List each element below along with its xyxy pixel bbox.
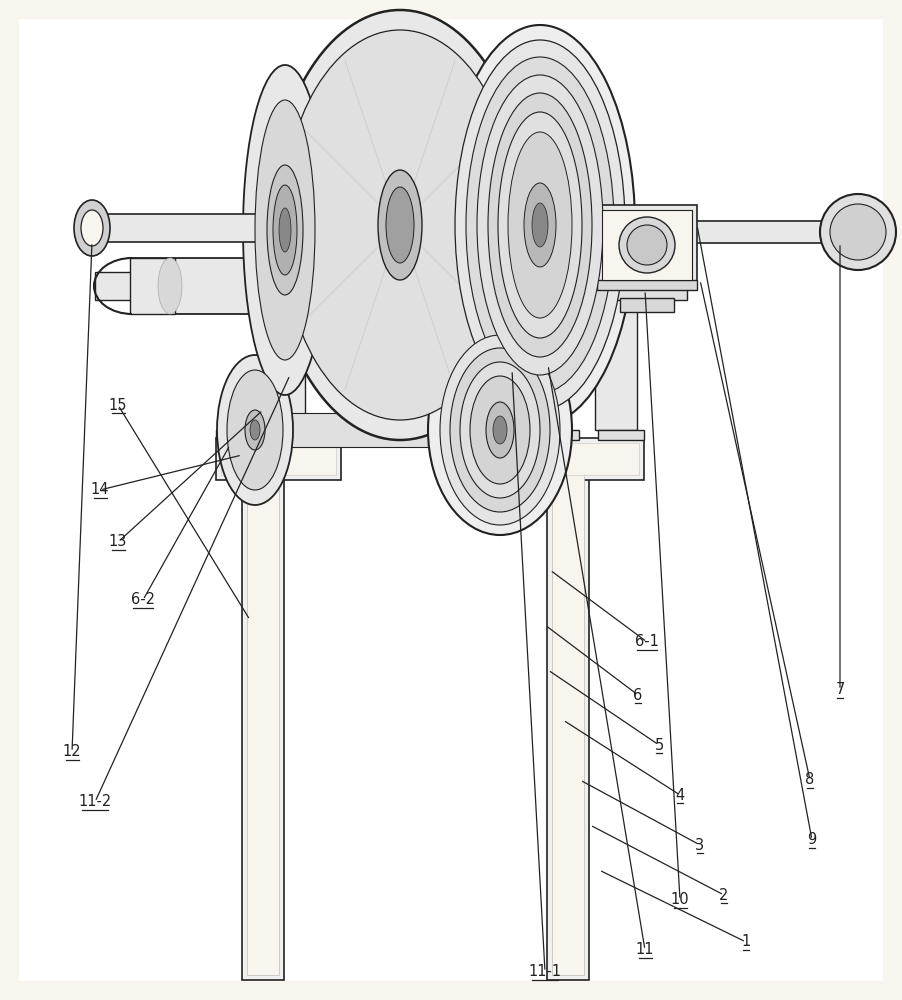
Text: 2: 2: [719, 888, 729, 902]
Text: 11-2: 11-2: [78, 794, 112, 810]
Ellipse shape: [270, 10, 530, 440]
Text: 3: 3: [695, 838, 704, 852]
Ellipse shape: [486, 402, 514, 458]
Ellipse shape: [250, 420, 260, 440]
Text: 11: 11: [636, 942, 654, 958]
Ellipse shape: [217, 355, 293, 505]
Ellipse shape: [619, 217, 675, 273]
Ellipse shape: [820, 194, 896, 270]
Bar: [637, 221, 847, 243]
Text: 12: 12: [62, 744, 81, 760]
Ellipse shape: [255, 100, 315, 360]
Text: 11-1: 11-1: [529, 964, 562, 980]
Text: 6-2: 6-2: [131, 592, 155, 607]
Bar: [519, 430, 579, 440]
Ellipse shape: [508, 132, 572, 318]
Ellipse shape: [81, 210, 103, 246]
Ellipse shape: [466, 57, 614, 393]
Bar: [263, 250, 651, 270]
Bar: [602, 210, 692, 280]
Ellipse shape: [493, 416, 507, 444]
Text: 1: 1: [741, 934, 750, 950]
Ellipse shape: [450, 348, 550, 512]
Text: 8: 8: [805, 772, 815, 788]
Bar: [268, 204, 288, 252]
Bar: [82, 214, 292, 242]
Ellipse shape: [830, 204, 886, 260]
Ellipse shape: [243, 65, 327, 395]
Ellipse shape: [378, 170, 422, 280]
Ellipse shape: [445, 25, 635, 425]
Bar: [597, 280, 697, 290]
Ellipse shape: [386, 187, 414, 263]
Ellipse shape: [245, 410, 265, 450]
Ellipse shape: [279, 208, 291, 252]
Ellipse shape: [627, 225, 667, 265]
Bar: [524, 443, 639, 475]
Ellipse shape: [532, 203, 548, 247]
Bar: [597, 205, 697, 285]
Bar: [519, 438, 644, 480]
Bar: [620, 298, 674, 312]
Bar: [263, 245, 305, 430]
Bar: [247, 445, 279, 975]
Bar: [607, 288, 687, 300]
Ellipse shape: [524, 183, 556, 267]
Bar: [552, 465, 584, 975]
Ellipse shape: [460, 362, 540, 498]
Text: 6-1: 6-1: [635, 635, 659, 650]
Bar: [221, 443, 336, 475]
Ellipse shape: [440, 335, 560, 525]
Ellipse shape: [477, 75, 603, 375]
Text: 15: 15: [109, 397, 127, 412]
Text: 9: 9: [807, 832, 816, 848]
Text: 10: 10: [671, 892, 689, 908]
Ellipse shape: [488, 93, 592, 357]
Bar: [216, 430, 271, 440]
Ellipse shape: [227, 370, 283, 490]
Ellipse shape: [498, 112, 582, 338]
Bar: [547, 460, 589, 980]
Text: 4: 4: [676, 788, 685, 802]
Ellipse shape: [267, 165, 303, 295]
Bar: [290, 430, 341, 440]
Bar: [255, 413, 555, 447]
Bar: [595, 245, 637, 430]
Text: 5: 5: [654, 738, 664, 752]
Text: 6: 6: [633, 688, 642, 702]
Ellipse shape: [273, 185, 297, 275]
Bar: [130, 258, 175, 314]
Ellipse shape: [282, 30, 518, 420]
Bar: [95, 272, 605, 300]
Bar: [598, 430, 644, 440]
Ellipse shape: [74, 200, 110, 256]
Text: 14: 14: [91, 483, 109, 497]
Bar: [216, 438, 341, 480]
Bar: [132, 258, 267, 314]
Ellipse shape: [455, 40, 625, 410]
Ellipse shape: [428, 325, 572, 535]
Text: 13: 13: [109, 534, 127, 550]
Bar: [242, 440, 284, 980]
Text: 7: 7: [835, 682, 844, 698]
Ellipse shape: [158, 258, 182, 314]
Ellipse shape: [470, 376, 530, 484]
